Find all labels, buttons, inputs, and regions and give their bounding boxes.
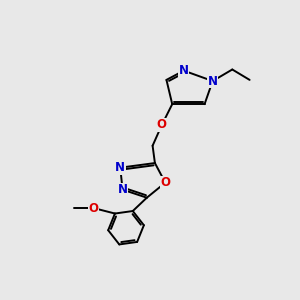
Text: N: N — [118, 183, 128, 196]
Text: O: O — [89, 202, 99, 214]
Text: N: N — [208, 74, 218, 88]
Text: N: N — [115, 161, 125, 174]
Text: O: O — [157, 118, 167, 131]
Text: O: O — [160, 176, 170, 189]
Text: N: N — [179, 64, 189, 77]
